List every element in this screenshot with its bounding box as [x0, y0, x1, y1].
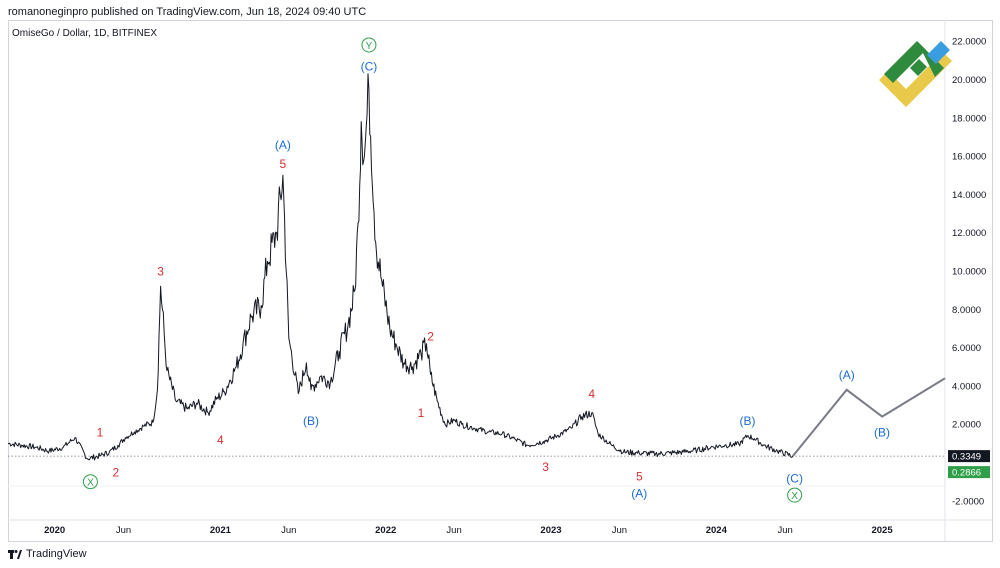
- footer-brand: TradingView: [26, 548, 87, 560]
- wave-label: (A): [839, 368, 855, 382]
- wave-label: (B): [874, 425, 890, 439]
- wave-label: X: [87, 477, 94, 488]
- wave-label: 5: [636, 469, 643, 483]
- wave-label: (A): [275, 138, 291, 152]
- svg-text:0.2866: 0.2866: [952, 468, 981, 479]
- publisher-caption: romanoneginpro published on TradingView.…: [8, 6, 367, 18]
- current-price-badge: 0.3349: [948, 450, 990, 463]
- chart-frame: [8, 20, 993, 542]
- wave-label-circle: [82, 474, 98, 490]
- y-tick-label: 4.0000: [952, 381, 981, 392]
- wave-label: (A): [631, 487, 647, 501]
- x-tick-label: 2021: [210, 525, 232, 536]
- x-tick-label: Jun: [116, 525, 131, 536]
- y-tick-label: 16.0000: [952, 152, 986, 163]
- wave-label-circle: [361, 37, 377, 53]
- x-tick-label: Jun: [281, 525, 296, 536]
- wave-label: 4: [588, 387, 595, 401]
- chart-title: OmiseGo / Dollar, 1D, BITFINEX: [12, 28, 157, 39]
- wave-label: 1: [418, 406, 425, 420]
- wave-label: 5: [280, 157, 287, 171]
- price-series-line: [7, 73, 794, 461]
- y-tick-label: 12.0000: [952, 228, 986, 239]
- x-tick-label: 2020: [44, 525, 65, 536]
- y-tick-label: 18.0000: [952, 113, 986, 124]
- wave-label: (B): [740, 414, 756, 428]
- y-tick-label: 10.0000: [952, 267, 986, 278]
- wave-label: 3: [157, 265, 164, 279]
- wave-label: 2: [112, 466, 119, 480]
- wave-label: (C): [361, 60, 378, 74]
- svg-text:0.3349: 0.3349: [952, 452, 981, 463]
- wave-label: (C): [786, 471, 803, 485]
- wave-label: 3: [542, 460, 549, 474]
- x-tick-label: 2022: [375, 525, 396, 536]
- x-tick-label: Jun: [446, 525, 461, 536]
- x-tick-label: 2025: [871, 525, 893, 536]
- y-tick-label: 6.0000: [952, 343, 981, 354]
- litefinance-logo-icon: [879, 41, 952, 107]
- x-tick-label: Jun: [777, 525, 792, 536]
- x-tick-label: 2024: [706, 525, 728, 536]
- wave-label-circle: [787, 487, 803, 503]
- y-tick-label: 2.0000: [952, 420, 981, 431]
- y-tick-label: 8.0000: [952, 305, 981, 316]
- wave-label: X: [791, 491, 798, 502]
- y-tick-label: 14.0000: [952, 190, 986, 201]
- tradingview-footer: TradingView: [8, 548, 87, 560]
- y-tick-label: 20.0000: [952, 75, 986, 86]
- x-tick-label: Jun: [612, 525, 627, 536]
- wave-label: 1: [97, 425, 104, 439]
- wave-label: Y: [366, 41, 373, 52]
- x-tick-label: 2023: [540, 525, 561, 536]
- wave-label: 2: [427, 330, 434, 344]
- wave-label: 4: [217, 433, 224, 447]
- projection-path: [792, 377, 946, 457]
- low-price-badge: 0.2866: [948, 466, 990, 479]
- tradingview-logo-icon: [8, 550, 22, 559]
- y-tick-label: -2.0000: [952, 496, 984, 507]
- y-tick-label: 22.0000: [952, 37, 986, 48]
- wave-label: (B): [303, 414, 319, 428]
